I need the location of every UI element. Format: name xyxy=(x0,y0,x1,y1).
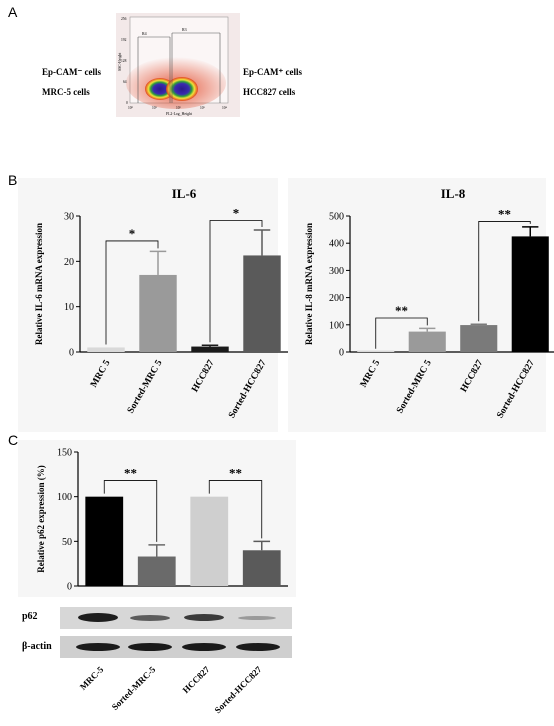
x-category-label: Sorted-HCC827 xyxy=(495,358,537,420)
band-actin-sorted-hcc827 xyxy=(236,643,280,651)
flow-population-left xyxy=(145,78,175,100)
panel-c-label: C xyxy=(8,432,19,448)
flow-xlabel: FL2-Log_Height xyxy=(166,112,193,116)
significance-bracket xyxy=(478,221,531,322)
y-tick-label: 500 xyxy=(329,212,344,223)
blot-strip-p62 xyxy=(60,607,292,629)
y-tick-label: 50 xyxy=(62,537,72,548)
x-category-label: MRC 5 xyxy=(89,358,113,389)
flow-xtick: 10⁰ xyxy=(128,106,134,110)
y-axis-label: Relative IL-8 mRNA expression xyxy=(304,223,314,345)
x-category-label: Sorted-HCC827 xyxy=(227,358,269,420)
bar xyxy=(87,347,125,352)
y-tick-label: 400 xyxy=(329,239,344,250)
y-axis-label: Relative IL-6 mRNA expression xyxy=(34,223,44,345)
significance-bracket xyxy=(103,480,158,542)
significance-marker: ** xyxy=(124,466,137,481)
bar xyxy=(511,236,549,352)
x-category-label: MRC 5 xyxy=(359,358,383,389)
xlabel-sorted-mrc5: Sorted-MRC-5 xyxy=(110,664,158,712)
flow-population-right xyxy=(166,77,198,101)
y-tick-label: 0 xyxy=(339,348,344,359)
y-tick-label: 10 xyxy=(64,302,74,313)
blot-row-actin: β-actin xyxy=(18,633,296,661)
flow-xtick: 10³ xyxy=(200,106,206,110)
bar xyxy=(357,350,395,352)
gate-r4-label: R4 xyxy=(142,31,147,36)
significance-bracket xyxy=(375,317,428,349)
y-tick-label: 0 xyxy=(69,348,74,359)
blot-label-p62: p62 xyxy=(22,611,38,622)
bar xyxy=(191,346,229,352)
significance-marker: ** xyxy=(498,206,511,221)
y-tick-label: 300 xyxy=(329,266,344,277)
band-actin-sorted-mrc5 xyxy=(128,643,172,651)
band-p62-hcc827 xyxy=(184,614,224,621)
blot-strip-actin xyxy=(60,636,292,658)
x-category-label: Sorted-MRC 5 xyxy=(126,358,165,415)
significance-bracket xyxy=(105,240,159,345)
y-tick-label: 20 xyxy=(64,257,74,268)
bar xyxy=(137,556,176,586)
y-axis-label: Relative p62 expression (%) xyxy=(36,465,46,573)
x-category-label: HCC827 xyxy=(459,358,485,394)
blot-row-p62: p62 xyxy=(18,604,296,632)
flow-ytick: 256 xyxy=(121,17,127,21)
significance-marker: ** xyxy=(229,466,242,481)
band-actin-mrc5 xyxy=(76,643,120,651)
bar xyxy=(460,325,498,352)
p62-chart: Relative p62 expression (%) 0 50 100 150 ** ** xyxy=(36,448,288,593)
western-blot: p62 β-actin xyxy=(18,604,296,662)
y-tick-label: 150 xyxy=(57,448,72,459)
flow-ytick: 0 xyxy=(126,101,128,105)
significance-marker: ** xyxy=(395,303,408,318)
flow-ylabel: SSC-Height xyxy=(118,52,122,71)
y-tick-label: 100 xyxy=(329,320,344,331)
bar xyxy=(242,550,281,586)
significance-marker: * xyxy=(233,206,240,221)
y-tick-label: 0 xyxy=(67,582,72,593)
panel-b-label: B xyxy=(8,172,18,188)
significance-bracket xyxy=(209,220,263,343)
il6-chart: IL-6 Relative IL-6 mRNA expression 0 10 20 30… xyxy=(34,186,288,420)
flow-xtick: 10¹ xyxy=(152,106,157,110)
y-tick-label: 100 xyxy=(57,492,72,503)
x-category-label: HCC827 xyxy=(190,358,216,394)
epcam-positive-label: Ep-CAM⁺ cells xyxy=(243,67,302,77)
chart-title: IL-8 xyxy=(441,186,466,201)
y-tick-label: 200 xyxy=(329,293,344,304)
band-actin-hcc827 xyxy=(182,643,226,651)
epcam-negative-label: Ep-CAM⁻ cells xyxy=(42,67,101,77)
bar xyxy=(139,274,177,352)
gate-r3-label: R3 xyxy=(182,27,187,32)
panel-a-label: A xyxy=(8,4,18,20)
bar xyxy=(408,331,446,352)
p62-category-labels: MRC-5 Sorted-MRC-5 HCC827 Sorted-HCC827 xyxy=(78,664,264,715)
xlabel-hcc827: HCC827 xyxy=(181,664,212,695)
bar xyxy=(85,496,124,586)
x-category-label: Sorted-MRC 5 xyxy=(395,358,434,415)
significance-bracket xyxy=(208,480,263,539)
bar xyxy=(190,496,229,586)
flow-xtick: 10⁴ xyxy=(222,106,228,110)
flow-xtick: 10² xyxy=(176,106,181,110)
band-p62-sorted-hcc827 xyxy=(238,616,276,620)
flow-ytick: 64 xyxy=(123,80,127,84)
y-tick-label: 30 xyxy=(64,212,74,223)
flow-cytometry-plot: R4 R3 256 192 128 64 0 10⁰ 10¹ 10² 10³ 1… xyxy=(116,13,240,117)
bar xyxy=(243,255,281,352)
significance-marker: * xyxy=(129,226,136,241)
band-p62-mrc5 xyxy=(78,613,118,622)
il8-chart: IL-8 Relative IL-8 mRNA expression 0 100 200… xyxy=(304,186,554,420)
il8-chart-panel xyxy=(288,178,546,432)
band-p62-sorted-mrc5 xyxy=(130,615,170,621)
xlabel-mrc5: MRC-5 xyxy=(78,664,106,692)
flow-ytick: 128 xyxy=(121,59,127,63)
mrc5-cells-label: MRC-5 cells xyxy=(42,87,90,97)
chart-title: IL-6 xyxy=(172,186,197,201)
blot-label-actin: β-actin xyxy=(22,641,52,652)
xlabel-sorted-hcc827: Sorted-HCC827 xyxy=(213,664,264,715)
hcc827-cells-label: HCC827 cells xyxy=(243,87,296,97)
flow-ytick: 192 xyxy=(121,38,127,42)
